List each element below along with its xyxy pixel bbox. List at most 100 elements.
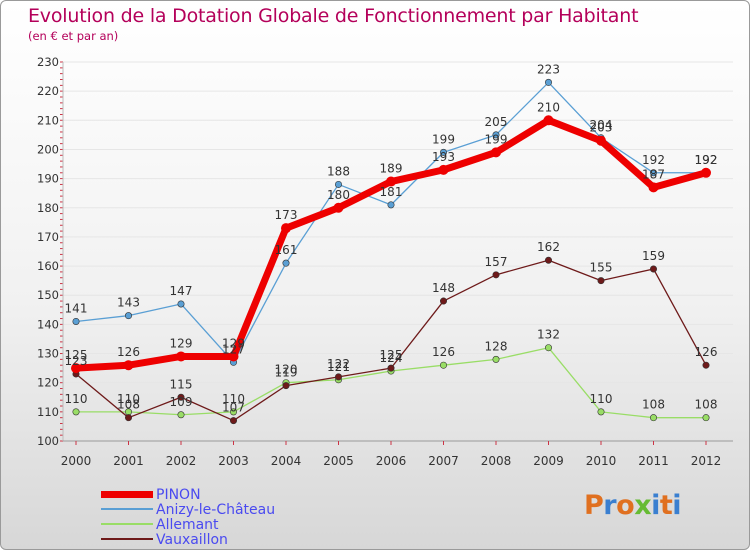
data-label-pinon: 126 xyxy=(117,345,140,359)
data-label-pinon: 199 xyxy=(485,132,508,146)
data-label-vauxaillon: 108 xyxy=(117,398,140,412)
point-anizy xyxy=(649,169,657,177)
point-allemant xyxy=(649,414,657,422)
x-tick-label: 2003 xyxy=(218,454,249,468)
data-label-anizy: 147 xyxy=(170,284,193,298)
data-label-allemant: 132 xyxy=(537,328,560,342)
point-allemant xyxy=(544,344,552,352)
data-label-allemant: 108 xyxy=(695,398,718,412)
logo-letter: t xyxy=(659,490,673,521)
legend-swatch-anizy xyxy=(101,508,153,510)
data-label-allemant: 128 xyxy=(485,339,508,353)
point-pinon xyxy=(596,135,606,146)
point-vauxaillon xyxy=(702,361,710,369)
legend-swatch-vauxaillon xyxy=(101,538,153,540)
chart-subtitle: (en € et par an) xyxy=(28,29,119,43)
data-label-vauxaillon: 107 xyxy=(222,401,245,415)
data-label-anizy: 199 xyxy=(432,132,455,146)
logo-letter: r xyxy=(603,490,617,521)
point-pinon xyxy=(123,360,134,371)
x-tick-label: 2009 xyxy=(533,454,564,468)
point-vauxaillon xyxy=(177,393,185,401)
point-vauxaillon xyxy=(282,382,290,390)
point-pinon xyxy=(228,351,239,362)
data-label-pinon: 193 xyxy=(432,150,455,164)
data-label-anizy: 188 xyxy=(327,164,350,178)
x-tick-label: 2002 xyxy=(166,454,197,468)
data-label-vauxaillon: 155 xyxy=(590,261,613,275)
x-tick-label: 2001 xyxy=(113,454,144,468)
data-label-pinon: 129 xyxy=(170,336,193,350)
data-label-pinon: 187 xyxy=(642,167,665,181)
data-label-anizy: 143 xyxy=(117,296,140,310)
point-allemant xyxy=(439,361,447,369)
data-label-pinon: 173 xyxy=(275,208,298,222)
point-anizy xyxy=(387,201,395,209)
data-label-anizy: 223 xyxy=(537,62,560,76)
y-tick-label: 140 xyxy=(37,317,59,331)
series xyxy=(71,78,711,425)
x-tick-label: 2008 xyxy=(481,454,512,468)
point-anizy xyxy=(334,180,342,188)
data-label-vauxaillon: 119 xyxy=(275,366,298,380)
x-tick-label: 2005 xyxy=(323,454,354,468)
y-tick-label: 110 xyxy=(37,405,59,419)
proxiti-logo: Proxiti xyxy=(584,490,682,521)
point-vauxaillon xyxy=(387,364,395,372)
data-label-allemant: 109 xyxy=(170,395,193,409)
data-label-allemant: 110 xyxy=(117,392,140,406)
y-tick-label: 200 xyxy=(37,142,59,156)
grid xyxy=(63,61,733,442)
logo-letter: i xyxy=(672,490,682,521)
point-pinon xyxy=(438,164,449,175)
data-label-anizy: 205 xyxy=(485,115,508,129)
data-label-vauxaillon: 125 xyxy=(380,348,403,362)
x-tick-label: 2004 xyxy=(271,454,302,468)
x-tick-label: 2000 xyxy=(61,454,92,468)
point-vauxaillon xyxy=(597,277,605,285)
point-pinon xyxy=(281,223,291,234)
data-label-vauxaillon: 123 xyxy=(65,354,88,368)
legend-swatch-allemant xyxy=(101,523,153,525)
data-label-anizy: 192 xyxy=(642,153,665,167)
data-label-anizy: 181 xyxy=(380,185,403,199)
point-vauxaillon xyxy=(334,373,342,381)
data-label-anizy: 127 xyxy=(222,342,245,356)
data-label-vauxaillon: 115 xyxy=(170,377,193,391)
data-label-pinon: 189 xyxy=(380,162,403,176)
y-tick-label: 120 xyxy=(37,376,59,390)
legend-label-allemant: Allemant xyxy=(156,517,219,533)
chart-title: Evolution de la Dotation Globale de Fonc… xyxy=(28,5,639,27)
point-pinon xyxy=(386,176,396,187)
point-vauxaillon xyxy=(649,265,657,273)
y-tick-label: 130 xyxy=(37,347,59,361)
y-tick-label: 220 xyxy=(37,84,59,98)
y-tick-label: 210 xyxy=(37,113,59,127)
point-vauxaillon xyxy=(544,256,552,264)
point-anizy xyxy=(544,78,552,86)
point-vauxaillon xyxy=(230,417,238,425)
x-tick-label: 2011 xyxy=(638,454,669,468)
data-label-vauxaillon: 148 xyxy=(432,281,455,295)
data-label-allemant: 126 xyxy=(432,345,455,359)
logo-letter: x xyxy=(634,490,652,521)
data-label-anizy: 141 xyxy=(65,301,88,315)
y-tick-label: 190 xyxy=(37,172,59,186)
point-pinon xyxy=(648,182,659,193)
data-label-allemant: 121 xyxy=(327,360,350,374)
y-tick-label: 180 xyxy=(37,201,59,215)
data-label-vauxaillon: 162 xyxy=(537,240,560,254)
point-allemant xyxy=(702,414,710,422)
point-pinon xyxy=(491,147,501,158)
data-label-allemant: 108 xyxy=(642,398,665,412)
data-label-anizy: 161 xyxy=(275,243,298,257)
legend-label-pinon: PINON xyxy=(156,487,201,503)
point-pinon xyxy=(701,167,711,178)
data-label-pinon: 125 xyxy=(65,348,88,362)
point-anizy xyxy=(282,259,290,267)
y-tick-label: 170 xyxy=(37,230,59,244)
legend-label-vauxaillon: Vauxaillon xyxy=(156,532,228,548)
